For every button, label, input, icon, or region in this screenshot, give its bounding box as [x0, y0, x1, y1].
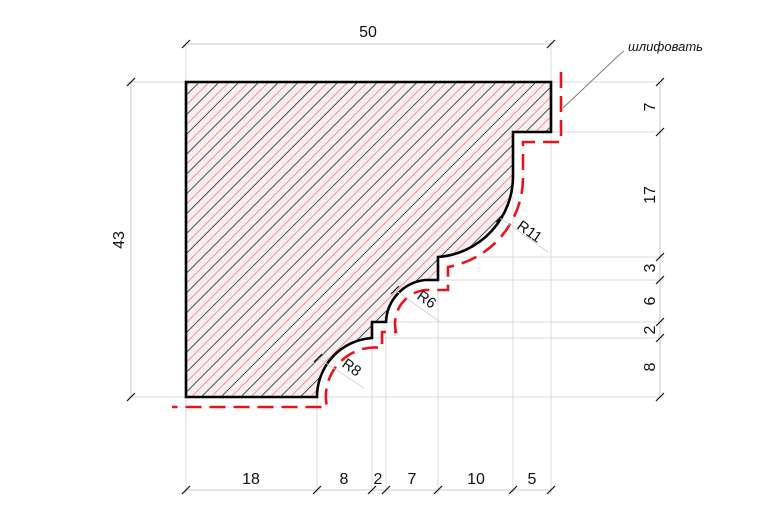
radius-r11-label: R11	[514, 217, 545, 246]
overall-height-label: 43	[111, 231, 128, 249]
right-dim-6: 8	[642, 362, 659, 371]
right-dim-5: 2	[642, 325, 659, 334]
right-dim-3: 3	[642, 263, 659, 272]
overall-width-label: 50	[359, 24, 377, 41]
bottom-dim-4: 7	[408, 471, 417, 488]
radius-leaders	[317, 217, 549, 389]
bottom-dim-1: 18	[242, 471, 260, 488]
bottom-dim-6: 5	[528, 471, 537, 488]
right-dim-2: 17	[642, 186, 659, 204]
right-dim-1: 7	[642, 102, 659, 111]
dimension-ticks	[126, 39, 665, 495]
bottom-dim-2: 8	[340, 471, 349, 488]
extension-lines	[128, 40, 664, 494]
note-label: шлифовать	[628, 39, 703, 54]
right-dim-4: 6	[642, 296, 659, 305]
bottom-dim-3: 2	[374, 471, 383, 488]
bottom-dim-5: 10	[467, 471, 485, 488]
section-hatch-fill	[186, 82, 551, 397]
note-leader	[562, 50, 625, 109]
sanding-line	[172, 72, 563, 409]
profile-outline	[184, 80, 553, 399]
